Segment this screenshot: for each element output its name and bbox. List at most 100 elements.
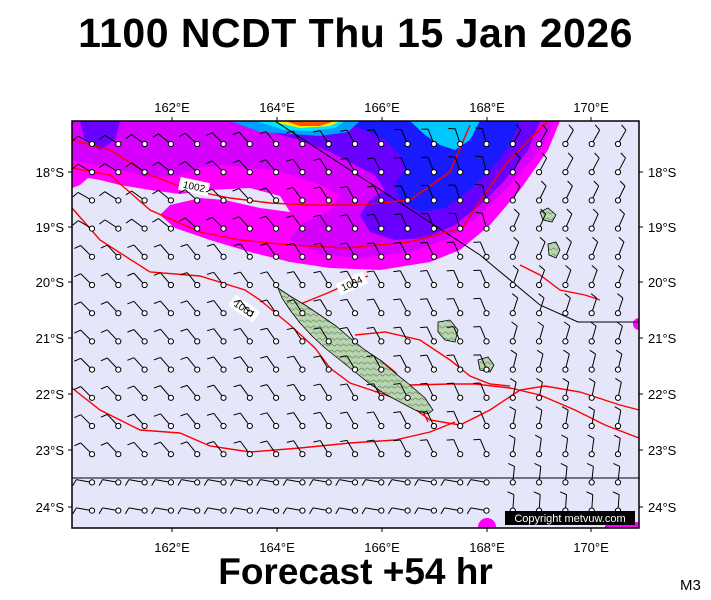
wind-station-dot (141, 140, 148, 148)
wind-barb-feather (151, 479, 156, 486)
wind-station-dot (378, 281, 385, 289)
wind-station-dot (220, 394, 227, 401)
wind-barb-feather (475, 183, 483, 186)
wind-barb-feather (180, 384, 188, 389)
wind-station-dot (457, 281, 464, 289)
wind-station-dot (430, 310, 437, 317)
wind-station-dot (509, 422, 516, 430)
wind-station-dot (167, 507, 174, 514)
wind-barb-feather (100, 244, 108, 249)
wind-barb-feather (414, 507, 419, 515)
wind-station-dot (351, 169, 359, 176)
wind-station-dot (141, 225, 148, 232)
wind-station-dot (483, 507, 490, 514)
wind-barb-feather (566, 208, 573, 215)
wind-station-dot (457, 310, 464, 317)
wind-station-dot (351, 253, 359, 260)
wind-barb-feather (286, 383, 294, 387)
wind-barb-feather (592, 236, 599, 243)
wind-station-dot (299, 507, 306, 514)
map-title: 1100 NCDT Thu 15 Jan 2026 (78, 10, 633, 56)
wind-station-dot (141, 422, 148, 430)
wind-station-dot (115, 451, 122, 458)
wind-barb-feather (419, 354, 428, 357)
wind-station-dot (273, 394, 280, 401)
wind-barb-feather (74, 329, 81, 334)
wind-barb-feather (233, 299, 241, 303)
wind-station-dot (430, 253, 437, 260)
wind-barb-feather (127, 300, 135, 305)
wind-barb-feather (617, 293, 624, 299)
wind-station-dot (509, 451, 516, 458)
wind-barb-feather (259, 187, 267, 191)
wind-barb-feather (567, 152, 574, 159)
wind-barb-feather (387, 479, 393, 486)
wind-station-dot (299, 310, 306, 317)
wind-barb-feather (366, 439, 374, 442)
wind-station-dot (88, 451, 96, 458)
wind-station-dot (509, 394, 516, 401)
wind-station-dot (351, 366, 359, 373)
forecast-label: Forecast +54 hr (218, 551, 493, 592)
wind-barb-feather (414, 479, 419, 486)
wind-station-dot (115, 338, 122, 345)
wind-station-dot (167, 479, 174, 486)
wind-station-dot (351, 225, 359, 232)
wind-station-dot (562, 366, 569, 373)
wind-station-dot (536, 479, 543, 486)
wind-barbs (72, 124, 627, 515)
wind-station-dot (246, 366, 253, 373)
wind-barb-feather (100, 301, 108, 305)
wind-station-dot (588, 310, 595, 317)
wind-barb-feather (206, 384, 214, 388)
wind-station-dot (194, 338, 201, 345)
wind-barb-feather (232, 188, 240, 192)
wind-station-dot (430, 507, 437, 514)
wind-station-dot (614, 140, 622, 148)
wind-barb-feather (313, 299, 321, 302)
map-frame (71, 120, 640, 529)
wind-barb-feather (313, 440, 321, 443)
wind-station-dot (325, 253, 332, 260)
wind-barb-feather (74, 273, 81, 278)
wind-station-dot (536, 366, 543, 373)
wind-station-dot (430, 451, 437, 458)
wind-station-dot (273, 338, 280, 345)
wind-barb-feather (74, 245, 81, 249)
wind-station-dot (536, 225, 543, 232)
wind-station-dot (509, 225, 516, 232)
wind-station-dot (115, 422, 122, 430)
wind-barb-feather (232, 159, 240, 164)
wind-barb-feather (340, 439, 348, 443)
wind-barb-feather (393, 354, 401, 357)
wind-station-dot (167, 140, 174, 148)
wind-station-dot (325, 169, 332, 176)
wind-barb-feather (152, 218, 159, 223)
wind-barb-feather (615, 349, 623, 355)
wind-station-dot (167, 281, 174, 289)
wind-station-dot (378, 310, 385, 317)
wind-barb-feather (286, 440, 294, 443)
wind-station-dot (299, 422, 306, 430)
wind-station-dot (141, 253, 148, 260)
wind-barb-feather (180, 413, 188, 417)
wind-barb-feather (206, 356, 214, 360)
wind-barb-feather (125, 134, 132, 139)
wind-barb-feather (74, 301, 81, 306)
wind-station-dot (404, 507, 411, 514)
wind-barb-feather (507, 491, 515, 496)
wind-barb-feather (256, 507, 261, 515)
wind-barb-feather (286, 355, 294, 359)
wind-barb-feather (594, 152, 600, 159)
wind-station-dot (115, 225, 122, 232)
wind-barb-feather (127, 244, 135, 248)
wind-barb-feather (282, 479, 288, 486)
wind-station-dot (273, 197, 280, 204)
wind-barb-feather (72, 507, 77, 515)
wind-station-dot (246, 422, 253, 430)
wind-barb-feather (366, 298, 374, 301)
wind-barb-feather (393, 439, 401, 442)
wind-barb-feather (613, 434, 621, 439)
wind-station-dot (614, 281, 622, 289)
wind-station-dot (167, 366, 174, 373)
